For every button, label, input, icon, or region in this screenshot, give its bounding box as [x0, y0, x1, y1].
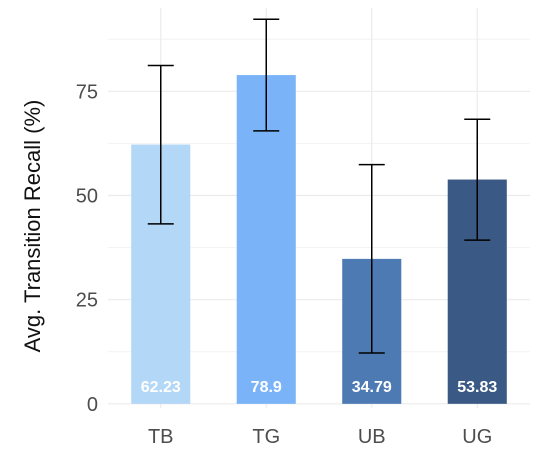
y-tick-label: 50	[76, 186, 98, 208]
x-tick-label: UB	[358, 426, 386, 448]
x-tick-label: UG	[462, 426, 492, 448]
y-tick-label: 0	[87, 394, 98, 416]
bar-value-label: 62.23	[141, 379, 181, 396]
x-tick-labels-group: TB TG UB UG	[148, 426, 492, 448]
x-tick-label: TB	[148, 426, 174, 448]
bar-value-label: 53.83	[457, 379, 497, 396]
x-tick-label: TG	[252, 426, 280, 448]
bars-group	[131, 75, 507, 404]
y-tick-labels-group: 0 25 50 75	[76, 81, 98, 416]
y-tick-label: 25	[76, 290, 98, 312]
error-bars-group	[147, 18, 491, 354]
y-axis-title: Avg. Transition Recall (%)	[20, 100, 45, 353]
y-tick-label: 75	[76, 81, 98, 103]
bar-value-label: 78.9	[251, 379, 282, 396]
bar-value-label: 34.79	[352, 379, 392, 396]
bar-value-labels-group: 62.23 78.9 34.79 53.83	[141, 379, 498, 396]
